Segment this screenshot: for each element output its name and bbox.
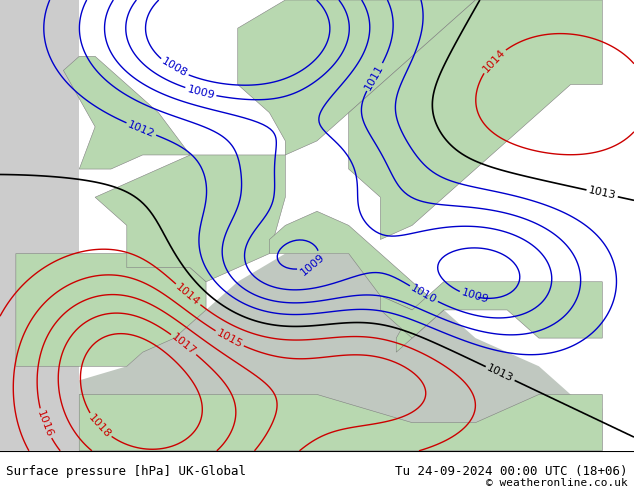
Polygon shape [238,0,476,155]
Text: Tu 24-09-2024 00:00 UTC (18+06): Tu 24-09-2024 00:00 UTC (18+06) [395,465,628,478]
Polygon shape [16,253,206,367]
Text: 1011: 1011 [363,62,386,92]
Text: 1016: 1016 [35,409,55,439]
Polygon shape [95,155,285,282]
Polygon shape [79,394,602,451]
Text: 1008: 1008 [160,56,189,79]
Text: 1013: 1013 [486,363,515,384]
Text: 1012: 1012 [126,119,156,139]
Text: Surface pressure [hPa] UK-Global: Surface pressure [hPa] UK-Global [6,465,247,478]
Text: 1009: 1009 [298,251,327,277]
Text: 1015: 1015 [215,328,244,350]
Text: 1014: 1014 [174,282,202,307]
Text: 1018: 1018 [86,412,113,440]
Text: 1009: 1009 [460,288,490,306]
Text: 1017: 1017 [170,332,198,357]
Text: 1014: 1014 [481,47,507,74]
Text: 1009: 1009 [186,84,216,100]
Text: 1013: 1013 [587,186,617,201]
Text: 1010: 1010 [409,283,438,305]
Polygon shape [63,56,190,169]
Polygon shape [380,282,602,338]
Polygon shape [79,253,602,451]
Polygon shape [269,211,444,352]
Polygon shape [0,0,79,451]
Text: © weatheronline.co.uk: © weatheronline.co.uk [486,478,628,488]
Polygon shape [349,0,602,240]
